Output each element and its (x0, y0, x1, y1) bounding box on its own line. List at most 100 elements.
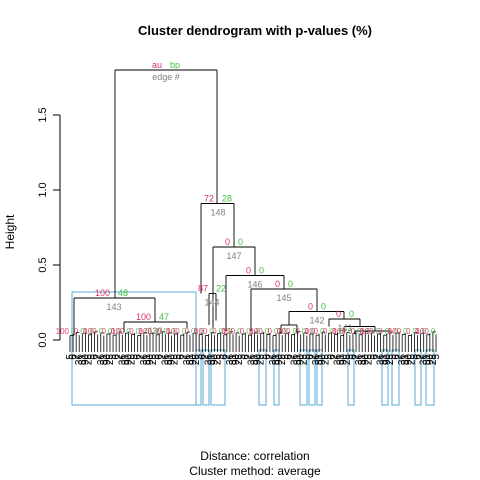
pv-143-edge: 143 (106, 302, 121, 312)
pv-low-au: 0 (323, 327, 328, 336)
pv-145-bp: 0 (288, 279, 293, 289)
x-axis-label-method: Cluster method: average (189, 464, 321, 478)
pv-low-bp: 0 (292, 327, 297, 336)
pv-low-au: 0 (332, 327, 337, 336)
pv-low-bp: 0 (182, 327, 187, 336)
leaf-label: 5 (259, 354, 270, 360)
y-tick-label: 1.5 (37, 107, 49, 122)
leaf-label: 6 (305, 354, 316, 360)
leaf-label: 5 (130, 354, 141, 360)
leaf-label: 5 (194, 354, 205, 360)
pv-148-edge: 148 (210, 208, 225, 218)
leaf-label: 25 (299, 354, 310, 366)
pv-low-au: 100 (249, 327, 263, 336)
leaf-label: 51 (314, 354, 325, 366)
pv-low-bp: 0 (320, 327, 325, 336)
pv-low-au: 0 (111, 327, 116, 336)
leaf-label: 90 (360, 354, 371, 366)
leaf-label: 25 (406, 354, 417, 366)
pv-low-bp: 0 (265, 327, 270, 336)
pv-144-au: 87 (198, 284, 208, 294)
cluster-box-small (202, 349, 210, 406)
leaf-label: 51 (293, 354, 304, 366)
pv-low-bp: 0 (228, 327, 233, 336)
leaf-label: 7 (308, 354, 319, 360)
pv-low-bp: 0 (311, 327, 316, 336)
leaf-label: 25 (342, 354, 353, 366)
leaf-label: 90 (166, 354, 177, 366)
pv-low-bp: 0 (219, 327, 224, 336)
pv-low-au: 0 (221, 327, 226, 336)
leaf-label: 36 (225, 354, 236, 366)
leaf-label: 90 (210, 354, 221, 366)
leaf-label: 6 (348, 354, 359, 360)
leaf-label: 90 (123, 354, 134, 366)
pv-low-au: 100 (388, 327, 402, 336)
leaf-label: 25 (213, 354, 224, 366)
y-tick-label: 0.0 (37, 332, 49, 347)
leaf-label: 6 (219, 354, 230, 360)
leaf-label: 25 (363, 354, 374, 366)
pv-143-bp: 48 (118, 288, 128, 298)
pv-145-edge: 145 (276, 293, 291, 303)
pv-low-au: 100 (139, 327, 153, 336)
leaf-label: 36 (160, 354, 171, 366)
leaf-label: 5 (65, 354, 76, 360)
leaf-label: 5 (108, 354, 119, 360)
leaf-label: 36 (203, 354, 214, 366)
leaf-label: 7 (394, 354, 405, 360)
pv-low-bp: 0 (108, 327, 113, 336)
leaf-label: 7 (373, 354, 384, 360)
leaf-label: 25 (256, 354, 267, 366)
leaf-label: 5 (173, 354, 184, 360)
leaf-label: 7 (93, 354, 104, 360)
pv-low-bp: 0 (274, 327, 279, 336)
cluster-box-small (195, 349, 202, 406)
pv-low-au: 100 (332, 327, 346, 336)
leaf-label: 36 (246, 354, 257, 366)
leaf-label: 51 (99, 354, 110, 366)
legend-au: au (152, 60, 162, 70)
legend-edge: edge # (152, 72, 180, 82)
leaf-label: 5 (431, 354, 442, 360)
leaf-label: 90 (253, 354, 264, 366)
leaf-lines (69, 331, 437, 352)
leaf-label: 25 (170, 354, 181, 366)
pv-142-au: 0 (308, 302, 313, 312)
pv-low-bp: 0 (136, 327, 141, 336)
leaf-label: 36 (268, 354, 279, 366)
leaf-label: 6 (176, 354, 187, 360)
leaf-label: 6 (391, 354, 402, 360)
pv-low-bp: 0 (89, 327, 94, 336)
pv-low-au: 0 (415, 327, 420, 336)
leaf-label: 90 (231, 354, 242, 366)
pv-141-bp: 0 (349, 309, 354, 319)
pv-low-bp: 0 (191, 327, 196, 336)
pv-low-bp: 0 (329, 327, 334, 336)
leaf-label: 51 (400, 354, 411, 366)
pv-low-au: 100 (277, 327, 291, 336)
pv-low-au: 100 (415, 327, 429, 336)
leaf-label: 90 (296, 354, 307, 366)
leaf-label: 25 (105, 354, 116, 366)
leaf-label: 7 (351, 354, 362, 360)
leaf-label: 6 (90, 354, 101, 360)
leaf-label: 25 (428, 354, 439, 366)
leaf-label: 25 (83, 354, 94, 366)
leaf-label: 6 (111, 354, 122, 360)
pv-low-bp: 0 (339, 327, 344, 336)
leaf-label: 90 (339, 354, 350, 366)
pv-148-bp: 28 (222, 194, 232, 204)
leaf-label: 36 (397, 354, 408, 366)
leaf-label: 5 (151, 354, 162, 360)
pv-low-au: 100 (83, 327, 97, 336)
leaf-label: 90 (317, 354, 328, 366)
pv-low-au: 100 (194, 327, 208, 336)
y-axis: 0.0 0.5 1.0 1.5 (37, 107, 61, 348)
pv-139-edge: 139 (147, 326, 162, 336)
leaf-label: 51 (185, 354, 196, 366)
pv-low-au: 0 (138, 327, 143, 336)
pv-139-bp: 47 (159, 312, 169, 322)
cluster-box-small (308, 349, 316, 406)
